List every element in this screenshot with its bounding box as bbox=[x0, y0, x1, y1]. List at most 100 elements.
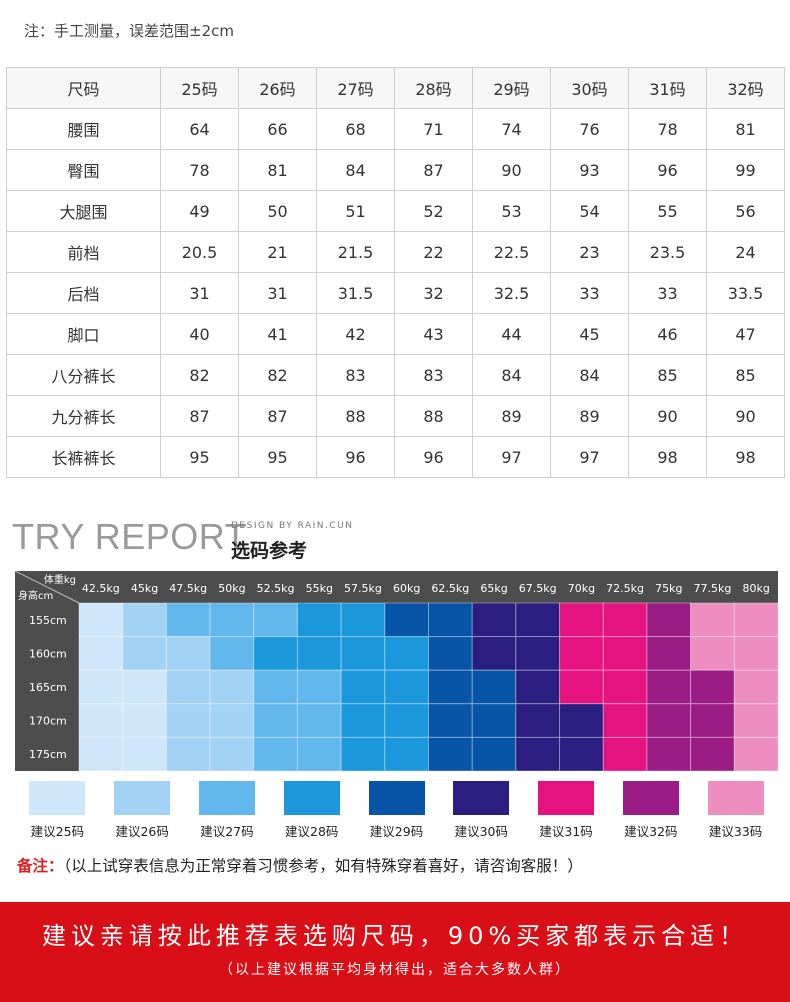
grid-height-tick: 155cm bbox=[29, 614, 67, 627]
legend-item: 建议27码 bbox=[187, 781, 267, 840]
grid-weight-tick: 55kg bbox=[306, 582, 333, 595]
table-cell: 68 bbox=[316, 108, 395, 150]
legend-label: 建议29码 bbox=[369, 824, 424, 839]
table-row-label: 后档 bbox=[6, 272, 161, 314]
table-cell: 20.5 bbox=[160, 231, 239, 273]
legend-item: 建议29码 bbox=[357, 781, 437, 840]
table-header-cell: 28码 bbox=[394, 67, 473, 109]
grid-cell bbox=[384, 602, 429, 638]
grid-cell bbox=[602, 703, 648, 738]
grid-cell bbox=[122, 636, 167, 671]
table-cell: 42 bbox=[316, 313, 395, 355]
grid-cell bbox=[78, 636, 124, 671]
table-cell: 87 bbox=[238, 395, 317, 437]
table-row: 脚口 40 41 42 43 44 45 46 47 bbox=[6, 313, 785, 355]
table-cell: 66 bbox=[238, 108, 317, 150]
grid-cell bbox=[602, 669, 648, 705]
size-reference-title: 选码参考 bbox=[231, 540, 308, 562]
grid-cell bbox=[471, 703, 517, 738]
table-cell: 33 bbox=[550, 272, 629, 314]
grid-cell bbox=[515, 736, 561, 771]
table-row: 九分裤长 87 87 88 88 89 89 90 90 bbox=[6, 395, 785, 437]
table-cell: 81 bbox=[238, 149, 317, 191]
grid-cell bbox=[340, 636, 386, 671]
legend-label: 建议28码 bbox=[285, 824, 339, 839]
grid-cell bbox=[296, 636, 342, 671]
legend-label: 建议25码 bbox=[30, 824, 85, 839]
table-cell: 41 bbox=[238, 313, 317, 355]
table-cell: 47 bbox=[706, 313, 785, 355]
table-cell: 53 bbox=[472, 190, 551, 232]
table-row-label: 前档 bbox=[6, 231, 161, 273]
legend-item: 建议25码 bbox=[17, 781, 97, 840]
grid-cell bbox=[165, 669, 211, 705]
recommend-banner: 建议亲请按此推荐表选购尺码，90%买家都表示合适！ （以上建议根据平均身材得出，… bbox=[0, 902, 790, 1002]
table-header-cell: 32码 bbox=[706, 67, 785, 109]
table-cell: 23 bbox=[550, 231, 629, 273]
table-row-label: 臀围 bbox=[6, 149, 161, 191]
table-header-cell: 25码 bbox=[160, 67, 239, 109]
table-row: 八分裤长 82 82 83 83 84 84 85 85 bbox=[6, 354, 785, 396]
grid-cell bbox=[733, 602, 778, 638]
grid-cell bbox=[340, 736, 386, 771]
grid-cell bbox=[253, 703, 298, 738]
table-cell: 84 bbox=[550, 354, 629, 396]
legend-swatch bbox=[198, 781, 255, 815]
legend-swatch bbox=[453, 781, 510, 815]
table-cell: 49 bbox=[160, 190, 239, 232]
grid-weight-tick: 75kg bbox=[655, 582, 682, 595]
grid-weight-tick: 42.5kg bbox=[82, 582, 120, 595]
table-cell: 97 bbox=[550, 436, 629, 478]
grid-cell bbox=[690, 669, 735, 705]
grid-cell bbox=[165, 736, 211, 771]
table-cell: 99 bbox=[706, 149, 785, 191]
table-cell: 44 bbox=[472, 313, 551, 355]
grid-cell bbox=[209, 602, 255, 638]
grid-cell bbox=[296, 602, 342, 638]
table-cell: 90 bbox=[706, 395, 785, 437]
table-header-cell: 29码 bbox=[472, 67, 551, 109]
table-cell: 98 bbox=[628, 436, 707, 478]
remark-key: 备注： bbox=[17, 857, 64, 875]
table-cell: 46 bbox=[628, 313, 707, 355]
grid-cell bbox=[471, 602, 517, 638]
legend-swatch bbox=[538, 781, 595, 815]
table-cell: 90 bbox=[628, 395, 707, 437]
legend-label: 建议33码 bbox=[708, 824, 763, 839]
table-header-cell: 31码 bbox=[628, 67, 707, 109]
grid-cell bbox=[122, 669, 167, 705]
grid-weight-tick: 77.5kg bbox=[694, 582, 732, 595]
grid-cell bbox=[78, 669, 124, 705]
table-row: 腰围 64 66 68 71 74 76 78 81 bbox=[6, 108, 785, 150]
grid-cell bbox=[646, 669, 692, 705]
grid-cell bbox=[296, 736, 342, 771]
grid-cell bbox=[296, 703, 342, 738]
legend-item: 建议30码 bbox=[441, 781, 521, 840]
table-row-label: 长裤裤长 bbox=[6, 436, 161, 478]
grid-cell bbox=[253, 636, 298, 671]
table-cell: 22 bbox=[394, 231, 473, 273]
legend-swatch bbox=[622, 781, 679, 815]
grid-cell bbox=[515, 602, 561, 638]
table-cell: 82 bbox=[160, 354, 239, 396]
grid-height-tick: 170cm bbox=[29, 715, 67, 728]
grid-cell bbox=[122, 736, 167, 771]
grid-cell bbox=[253, 669, 298, 705]
table-row: 后档 31 31 31.5 32 32.5 33 33 33.5 bbox=[6, 272, 785, 314]
table-cell: 24 bbox=[706, 231, 785, 273]
grid-cell bbox=[428, 669, 473, 705]
legend-swatch bbox=[29, 781, 86, 815]
grid-cell bbox=[165, 602, 211, 638]
table-cell: 85 bbox=[628, 354, 707, 396]
grid-cell bbox=[471, 669, 517, 705]
grid-weight-tick: 60kg bbox=[393, 582, 420, 595]
grid-weight-tick: 62.5kg bbox=[431, 582, 469, 595]
grid-height-tick: 160cm bbox=[29, 647, 67, 660]
grid-cell bbox=[428, 703, 473, 738]
table-cell: 78 bbox=[628, 108, 707, 150]
table-cell: 89 bbox=[550, 395, 629, 437]
grid-cell bbox=[690, 602, 735, 638]
grid-cell bbox=[165, 703, 211, 738]
table-cell: 90 bbox=[472, 149, 551, 191]
grid-cell bbox=[209, 736, 255, 771]
